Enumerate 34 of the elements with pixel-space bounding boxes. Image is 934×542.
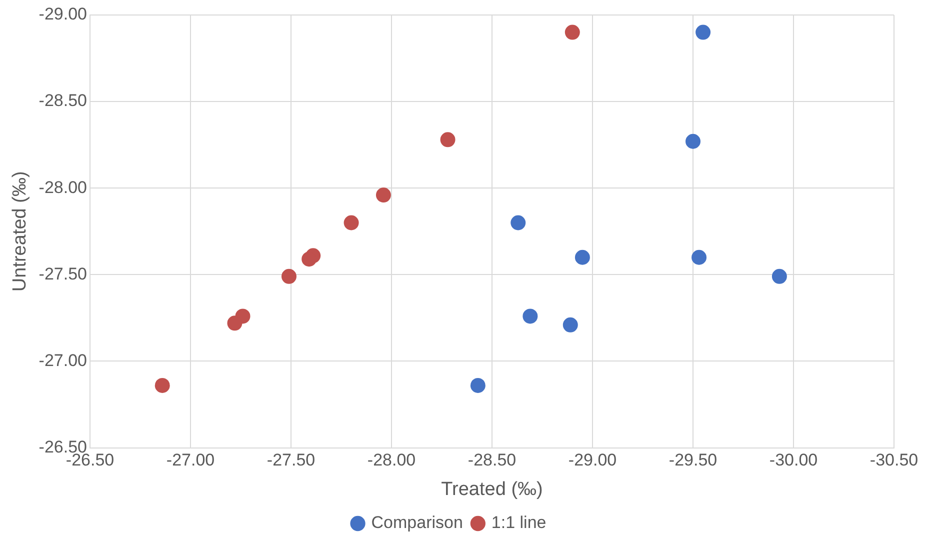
point	[227, 316, 242, 331]
point	[154, 378, 170, 393]
point	[510, 215, 526, 230]
point	[470, 378, 486, 393]
x-tick-label: -29.50	[668, 450, 718, 470]
point	[302, 252, 317, 267]
x-tick-label: -29.00	[568, 450, 617, 470]
legend-label: Comparison	[371, 513, 463, 532]
x-axis-title: Treated (‰)	[441, 478, 543, 500]
point	[696, 24, 711, 40]
y-axis-title: Untreated (‰)	[10, 171, 31, 292]
point	[344, 215, 359, 230]
point	[574, 250, 590, 265]
x-tick-label: -28.00	[367, 450, 416, 470]
point	[440, 132, 456, 148]
x-tick-label: -27.00	[166, 450, 215, 470]
point	[376, 188, 391, 203]
y-tick-label: -28.50	[38, 91, 88, 110]
y-tick-label: -28.00	[38, 178, 88, 197]
y-tick-label: -27.50	[38, 264, 88, 284]
point	[564, 24, 580, 40]
x-tick-label: -30.50	[870, 450, 918, 470]
point	[281, 268, 296, 284]
x-tick-label: -28.50	[468, 450, 516, 470]
point	[686, 134, 700, 149]
y-tick-label: -29.00	[38, 4, 88, 24]
point	[562, 317, 578, 332]
point	[692, 250, 707, 265]
x-tick-label: -30.00	[769, 450, 818, 470]
point	[772, 268, 787, 284]
legend-label: 1:1 line	[491, 513, 546, 532]
point	[522, 308, 538, 324]
x-tick-label: -27.50	[266, 450, 316, 470]
y-tick-label: -27.00	[38, 350, 88, 370]
